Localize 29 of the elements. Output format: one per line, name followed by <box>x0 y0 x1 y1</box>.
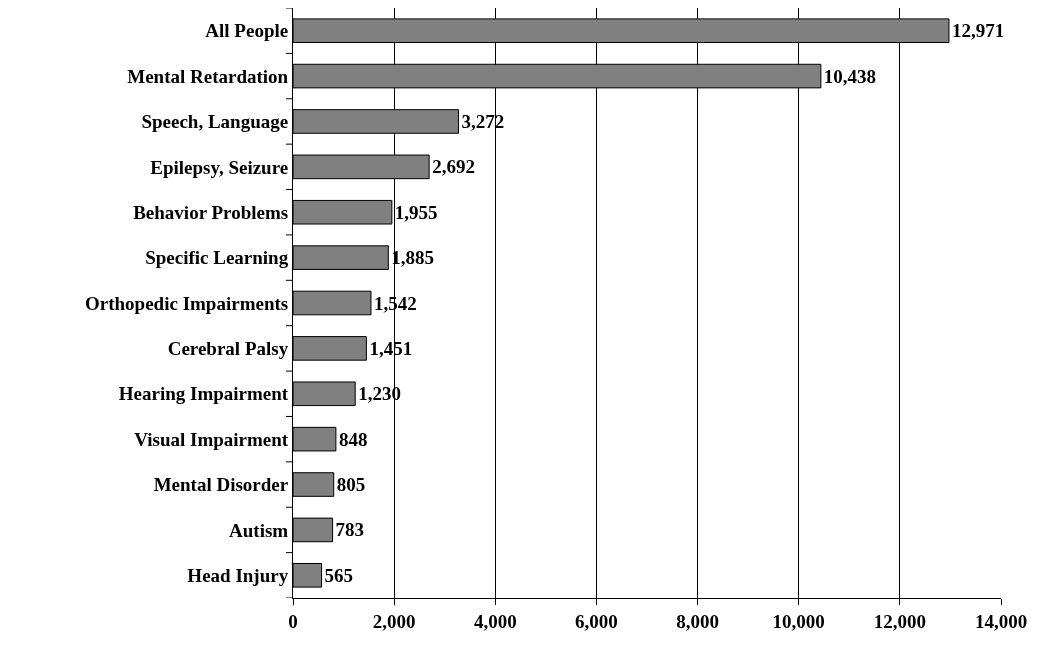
x-tick-label: 6,000 <box>575 610 618 632</box>
x-tick-label: 2,000 <box>372 610 416 632</box>
y-tick-label: Hearing Impairment <box>118 383 289 405</box>
y-tick-label: Speech, Language <box>141 111 289 133</box>
y-tick-label: Epilepsy, Seizure <box>150 156 289 178</box>
data-label: 10,438 <box>823 65 877 87</box>
x-tick-label: 8,000 <box>676 610 719 632</box>
y-tick-label: Specific Learning <box>145 247 289 269</box>
y-tick-label: Behavior Problems <box>133 201 289 223</box>
y-tick-label: Mental Retardation <box>127 65 289 87</box>
x-tick-label: 12,000 <box>873 610 926 632</box>
data-label: 805 <box>336 474 366 496</box>
data-label: 565 <box>324 564 354 586</box>
y-tick-label: Orthopedic Impairments <box>85 292 289 314</box>
x-tick-label: 0 <box>288 610 298 632</box>
x-tick-label: 10,000 <box>772 610 825 632</box>
y-tick-label: All People <box>205 20 289 42</box>
y-tick-label: Cerebral Palsy <box>167 338 289 360</box>
x-tick-label: 4,000 <box>473 610 517 632</box>
data-label: 2,692 <box>432 156 475 178</box>
y-tick-label: Visual Impairment <box>134 428 289 450</box>
x-tick-label: 14,000 <box>974 610 1028 632</box>
y-tick-label: Head Injury <box>187 564 289 586</box>
data-label: 848 <box>338 428 368 450</box>
data-label: 1,955 <box>394 201 438 223</box>
data-label: 783 <box>335 519 365 541</box>
data-label: 12,971 <box>951 20 1005 42</box>
y-tick-label: Autism <box>229 519 289 541</box>
y-tick-label: Mental Disorder <box>153 474 289 496</box>
